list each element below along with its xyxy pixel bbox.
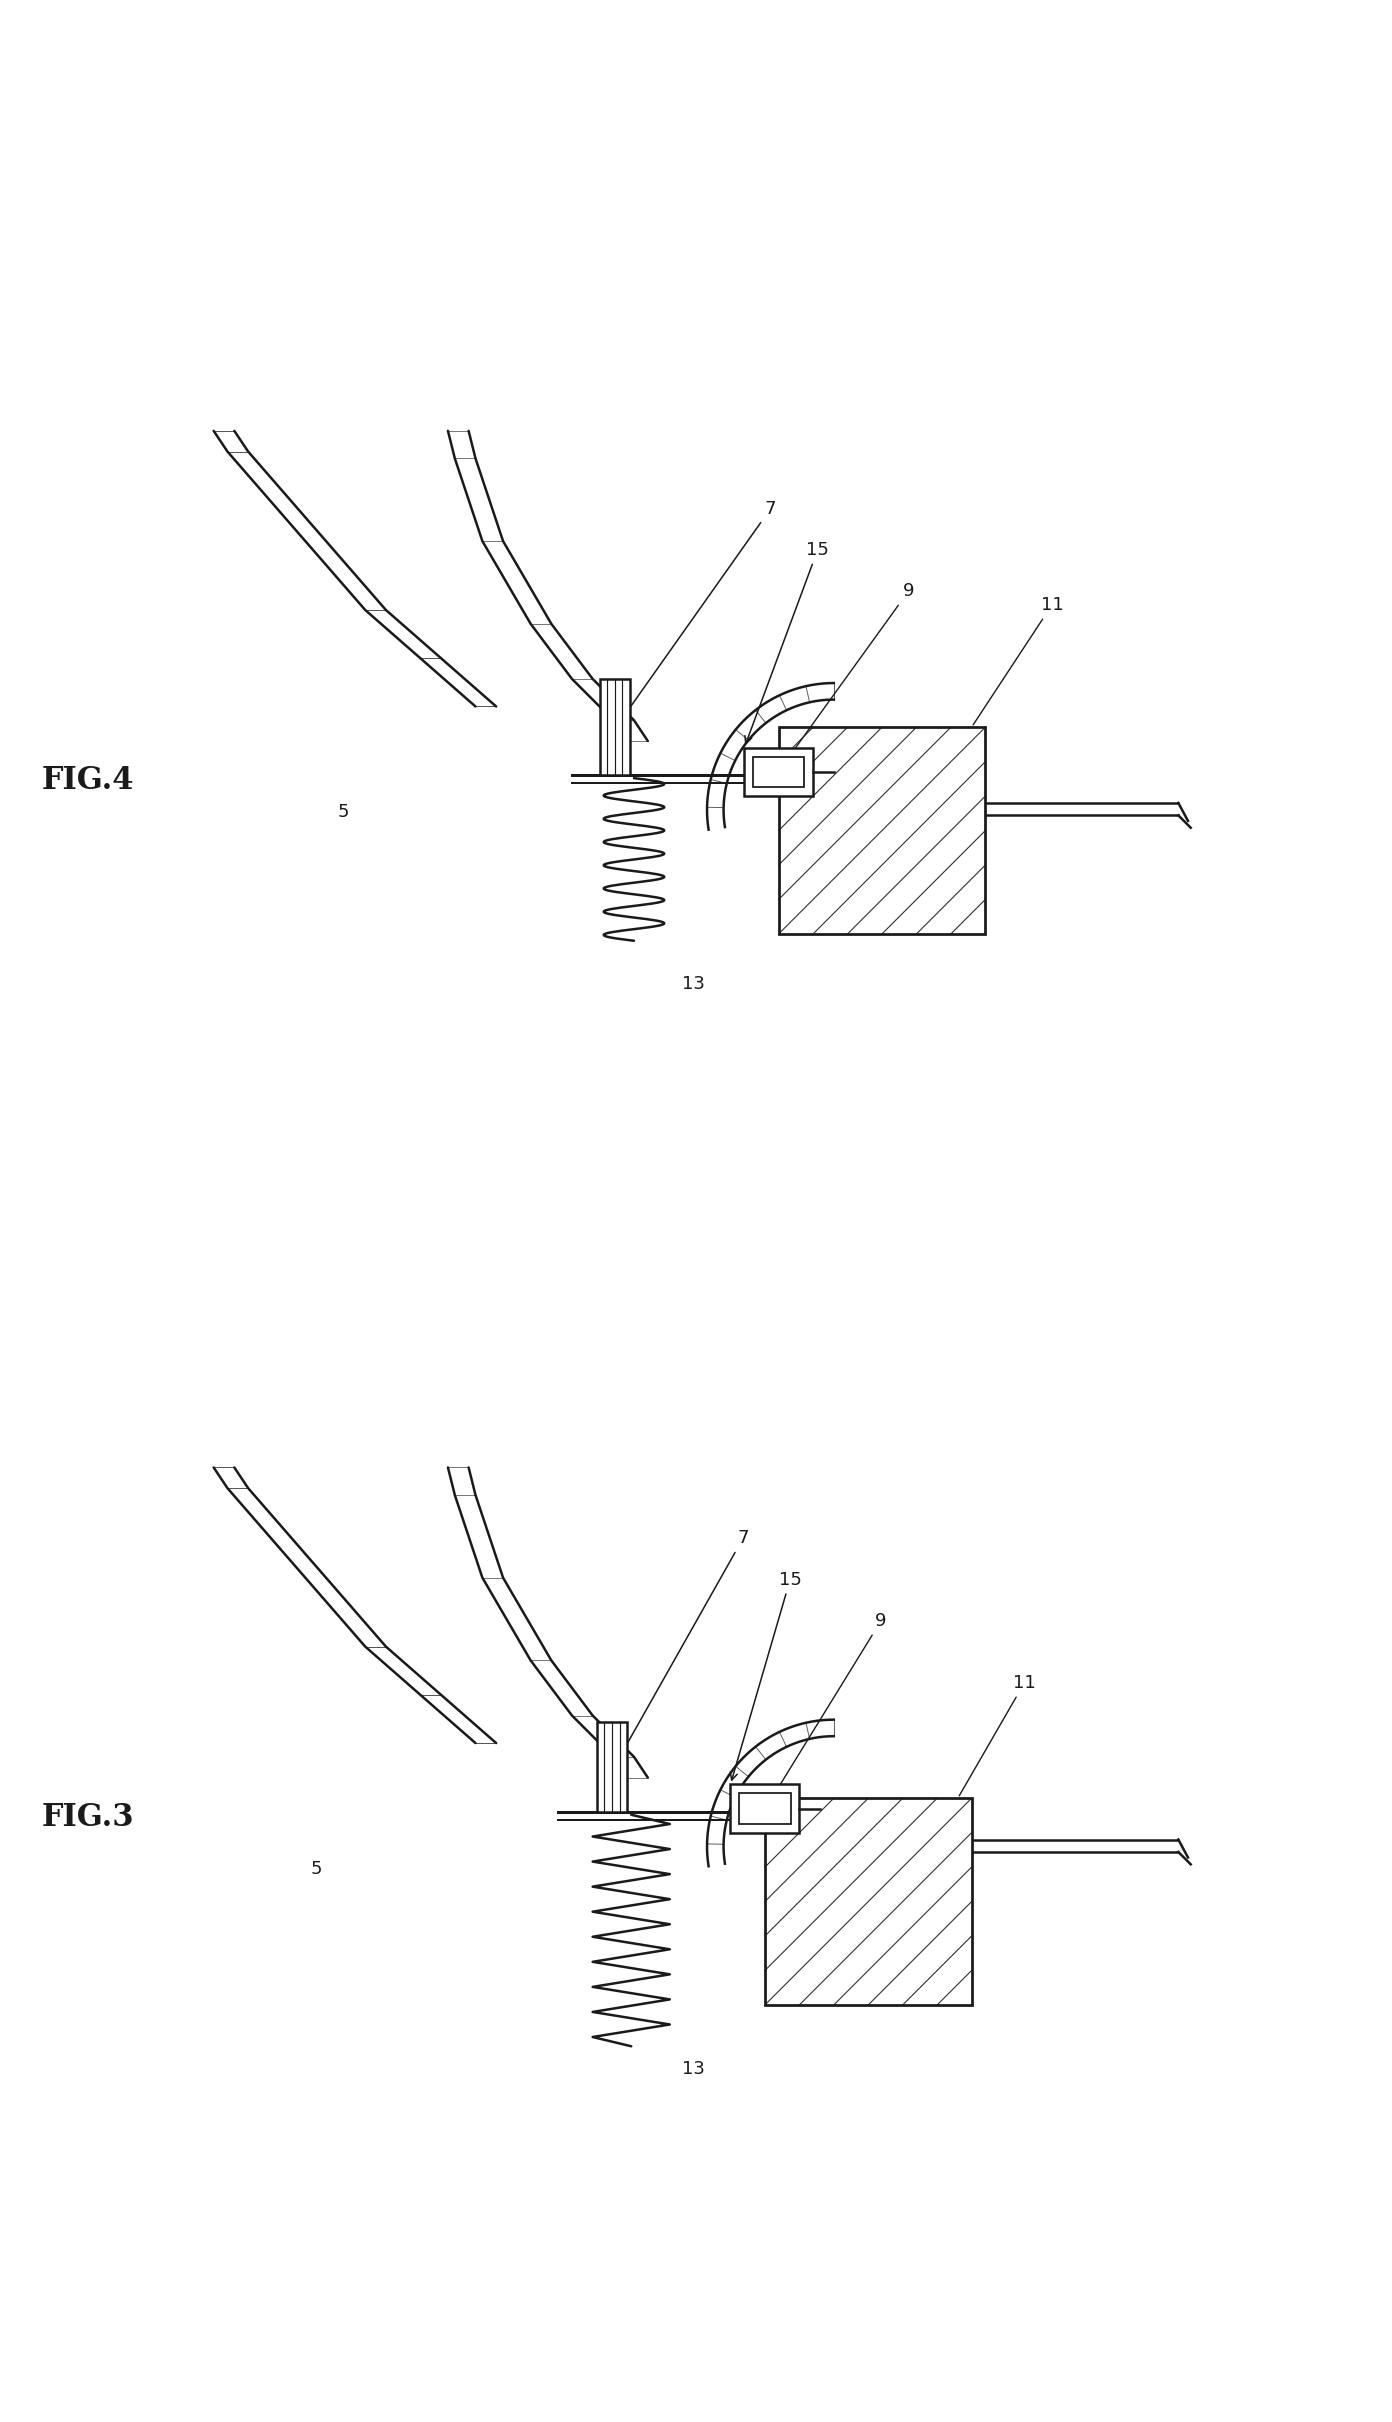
- Text: 9: 9: [788, 581, 915, 761]
- Text: FIG.3: FIG.3: [42, 1802, 134, 1833]
- Bar: [778, 727, 986, 935]
- Text: 13: 13: [682, 976, 706, 993]
- Bar: [600, 678, 629, 775]
- Text: 9: 9: [773, 1613, 887, 1795]
- Bar: [731, 1785, 799, 1833]
- Text: 15: 15: [731, 1569, 802, 1780]
- Text: 7: 7: [618, 499, 777, 724]
- Text: 13: 13: [682, 2059, 706, 2078]
- Bar: [745, 748, 813, 797]
- Text: 11: 11: [973, 596, 1063, 724]
- Text: 5: 5: [338, 802, 349, 821]
- Bar: [597, 1722, 626, 1812]
- Text: 7: 7: [614, 1528, 749, 1766]
- Bar: [766, 1797, 972, 2005]
- Text: 11: 11: [959, 1674, 1036, 1795]
- Text: 15: 15: [745, 540, 830, 744]
- Text: 5: 5: [310, 1860, 322, 1877]
- Text: FIG.4: FIG.4: [42, 765, 134, 797]
- Bar: [739, 1792, 791, 1824]
- Bar: [753, 756, 805, 787]
